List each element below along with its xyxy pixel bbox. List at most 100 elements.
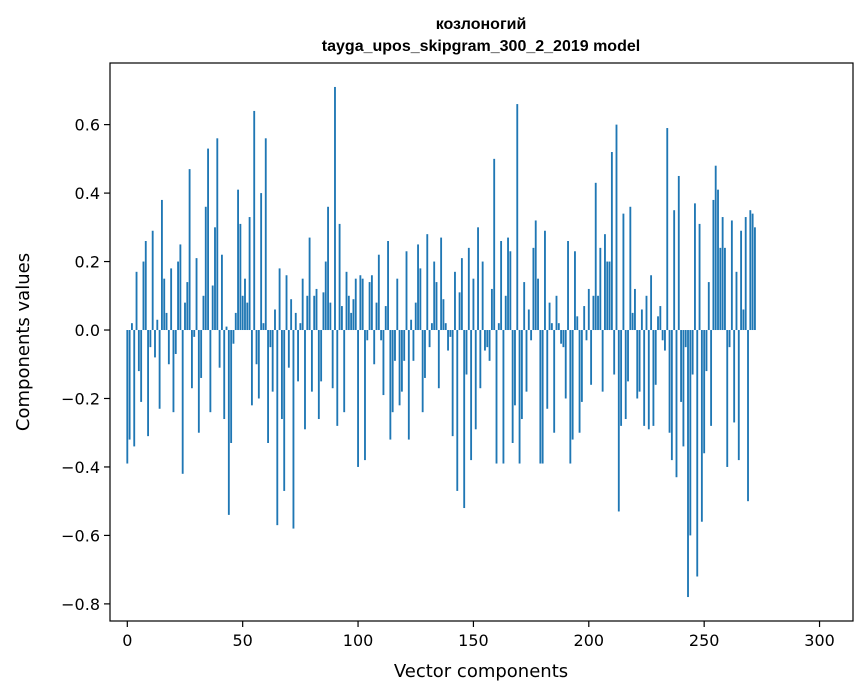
bar [158, 330, 161, 409]
bar [237, 189, 239, 331]
bar [652, 330, 655, 426]
bar [310, 330, 313, 392]
bar [493, 158, 496, 331]
bar [315, 288, 318, 331]
bar [479, 330, 482, 389]
bar [456, 330, 459, 491]
bar [177, 261, 179, 331]
x-tick-label: 300 [804, 631, 835, 650]
bar [380, 330, 383, 341]
bar [735, 271, 738, 331]
bar [495, 330, 498, 464]
bar [548, 302, 551, 331]
bar [437, 330, 440, 389]
bar [592, 295, 595, 331]
y-tick-label: 0.2 [75, 253, 100, 272]
bar [357, 330, 359, 467]
bar [239, 223, 242, 331]
y-axis: −0.8 −0.6 −0.4 −0.2 0.0 0.2 0.4 0.6 [61, 116, 110, 614]
bar [262, 323, 265, 331]
x-axis: 0 50 100 150 200 250 300 [122, 621, 835, 650]
x-axis-label: Vector components [394, 661, 568, 682]
bar [200, 330, 203, 378]
bar [520, 330, 523, 420]
bar [576, 316, 579, 331]
bar [430, 323, 433, 331]
bar [587, 288, 590, 331]
bar [636, 330, 639, 399]
bar [197, 330, 200, 433]
bar [707, 282, 710, 331]
bar [684, 330, 687, 348]
bar [350, 312, 353, 331]
bar [140, 330, 143, 402]
bar [294, 312, 297, 331]
bar [322, 292, 325, 331]
bar [460, 258, 463, 331]
bar [721, 217, 724, 331]
bar [276, 330, 279, 526]
bar [412, 330, 415, 361]
x-tick-label: 100 [343, 631, 374, 650]
x-tick-label: 150 [458, 631, 489, 650]
bar [550, 323, 553, 331]
bar [682, 330, 685, 447]
bar [364, 330, 366, 461]
bar [689, 330, 692, 536]
bar [747, 330, 749, 502]
bar [447, 330, 449, 351]
bar [204, 206, 207, 331]
bar [223, 330, 226, 420]
bar [643, 330, 646, 426]
bar [373, 330, 376, 365]
bar [537, 278, 539, 331]
bar [209, 330, 212, 413]
bar [426, 234, 429, 331]
bar [744, 217, 747, 331]
bar [726, 330, 729, 467]
bar [463, 330, 466, 509]
y-tick-label: 0.4 [75, 184, 100, 203]
bar [444, 323, 447, 331]
bar [608, 261, 611, 331]
bar [650, 275, 653, 331]
bar [613, 330, 616, 375]
bar [190, 330, 193, 389]
bar [170, 268, 173, 331]
bar [569, 330, 572, 464]
bar [368, 282, 371, 331]
bar [193, 330, 196, 337]
bar [728, 330, 731, 348]
bar [668, 330, 671, 433]
bar [449, 330, 452, 337]
y-tick-label: −0.6 [61, 526, 100, 545]
bar [250, 330, 253, 406]
bar [590, 330, 593, 385]
bar [271, 330, 274, 392]
bar [149, 330, 152, 348]
bar [287, 330, 290, 368]
y-tick-label: 0.6 [75, 116, 100, 135]
bar [354, 278, 357, 331]
bar [338, 223, 341, 331]
bar [502, 330, 505, 464]
bar [174, 330, 177, 354]
bar [557, 323, 560, 331]
bar [414, 302, 417, 331]
bar [167, 330, 170, 365]
bar [329, 302, 332, 331]
bar [560, 330, 563, 344]
bar [730, 220, 733, 331]
bar [532, 247, 535, 331]
bar [627, 330, 629, 382]
bar [410, 319, 413, 331]
bar [343, 330, 346, 413]
bar [128, 330, 131, 440]
bar [631, 312, 634, 331]
bar [299, 323, 302, 331]
bar [754, 227, 756, 331]
bar [719, 247, 722, 331]
bar [230, 330, 233, 443]
bar [583, 306, 586, 331]
